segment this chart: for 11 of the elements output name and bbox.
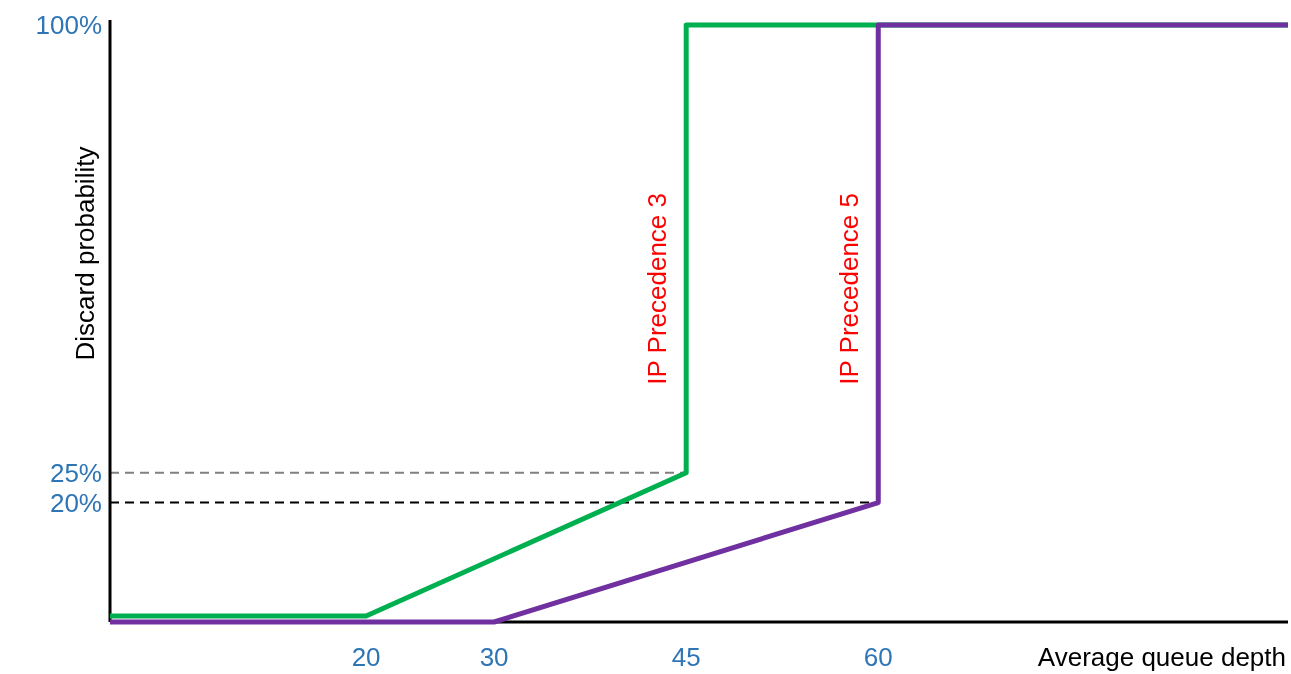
y-tick-label: 20%: [49, 487, 102, 518]
x-axis-title: Average queue depth: [1037, 642, 1286, 672]
x-tick-label: 45: [671, 642, 701, 672]
y-tick-label: 100%: [35, 10, 102, 40]
text: IP Precedence 3: [642, 192, 673, 385]
y-tick-label: 25%: [49, 457, 102, 488]
text: IP Precedence 5: [834, 192, 865, 385]
x-tick-label: 20: [351, 642, 381, 672]
x-tick-label: 60: [863, 642, 893, 672]
y-axis-title: Discard probability: [70, 146, 100, 361]
x-tick-label: 30: [479, 642, 509, 672]
